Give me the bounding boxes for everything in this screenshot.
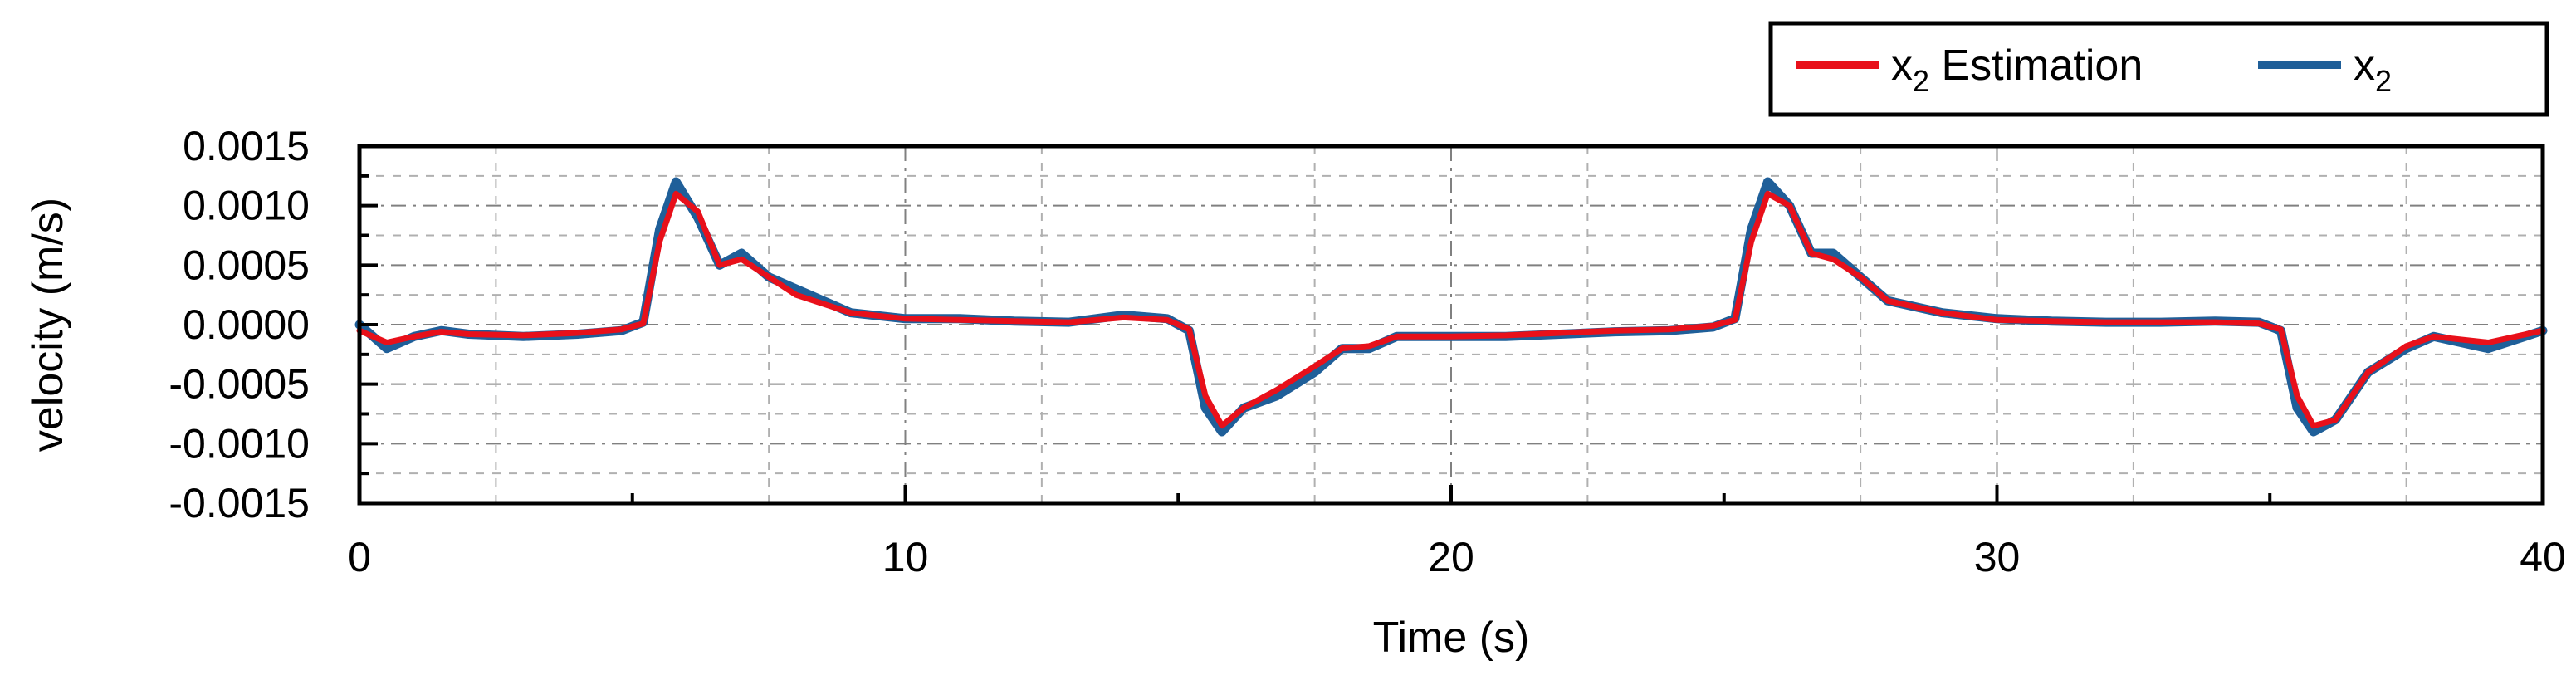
- y-tick-labels: 0.0015 0.0010 0.0005 0.0000 -0.0005 -0.0010 -0…: [169, 123, 310, 526]
- x-tick-labels: 0 10 20 30 40: [348, 534, 2566, 580]
- y-tick-label: -0.0005: [169, 361, 310, 408]
- legend-box: [1768, 21, 2549, 117]
- x-tick-label: 30: [1974, 534, 2021, 580]
- legend-label: x2 Estimation: [1891, 42, 2143, 98]
- ticks: [358, 144, 2544, 505]
- x-tick-label: 40: [2520, 534, 2566, 580]
- y-tick-label: 0.0000: [183, 301, 310, 348]
- x-tick-label: 20: [1428, 534, 1474, 580]
- y-axis-title: velocity (m/s): [24, 198, 72, 452]
- y-tick-label: 0.0005: [183, 242, 310, 288]
- y-tick-label: -0.0015: [169, 480, 310, 526]
- x-tick-label: 10: [882, 534, 929, 580]
- series-layer: [354, 177, 2548, 437]
- y-tick-label: 0.0015: [183, 123, 310, 169]
- legend: x2 Estimation x2: [1768, 21, 2549, 117]
- x-axis-title: Time (s): [1373, 614, 1530, 662]
- x-tick-label: 0: [348, 534, 371, 580]
- y-tick-label: -0.0010: [169, 420, 310, 467]
- y-tick-label: 0.0010: [183, 183, 310, 229]
- series-line-1: [356, 190, 2546, 429]
- grid: [359, 146, 2543, 503]
